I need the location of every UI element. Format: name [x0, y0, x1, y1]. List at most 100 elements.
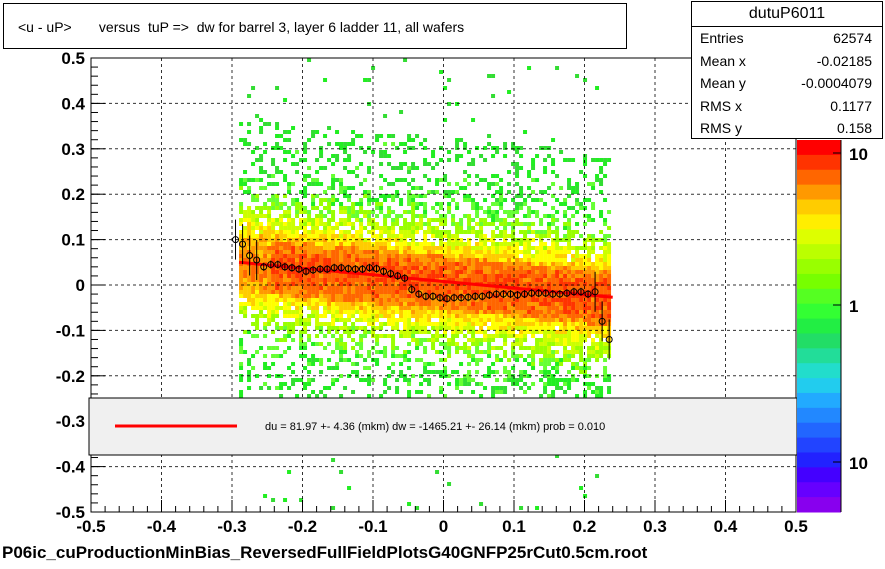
- heatmap-cell: [491, 386, 496, 390]
- heatmap-cell: [515, 206, 520, 210]
- heatmap-cell: [479, 230, 484, 234]
- heatmap-cell: [355, 230, 360, 234]
- heatmap-cell: [299, 254, 304, 258]
- heatmap-cell: [391, 338, 396, 342]
- heatmap-cell: [279, 338, 284, 342]
- heatmap-cell: [351, 310, 356, 314]
- heatmap-cell: [551, 390, 556, 394]
- heatmap-cell: [487, 206, 492, 210]
- heatmap-cell: [471, 390, 476, 394]
- heatmap-cell: [351, 138, 356, 142]
- heatmap-cell: [331, 326, 336, 330]
- heatmap-cell: [531, 190, 536, 194]
- heatmap-cell: [535, 282, 540, 286]
- heatmap-cell: [583, 306, 588, 310]
- heatmap-cell: [431, 338, 436, 342]
- heatmap-cell: [327, 238, 332, 242]
- heatmap-cell: [295, 198, 300, 202]
- heatmap-cell: [279, 270, 284, 274]
- heatmap-cell: [347, 302, 352, 306]
- heatmap-cell: [547, 302, 552, 306]
- heatmap-cell: [343, 254, 348, 258]
- heatmap-cell: [267, 322, 272, 326]
- heatmap-cell: [495, 210, 500, 214]
- colorbar-segment: [797, 407, 841, 424]
- heatmap-cell: [275, 274, 280, 278]
- heatmap-cell: [383, 258, 388, 262]
- heatmap-cell: [375, 362, 380, 366]
- heatmap-cell: [439, 290, 444, 294]
- heatmap-cell: [259, 246, 264, 250]
- heatmap-cell: [259, 206, 264, 210]
- heatmap-cell: [515, 274, 520, 278]
- heatmap-cell: [391, 198, 396, 202]
- heatmap-cell: [479, 306, 484, 310]
- heatmap-cell: [595, 262, 600, 266]
- heatmap-cell: [347, 274, 352, 278]
- heatmap-cell: [239, 242, 244, 246]
- heatmap-cell: [519, 314, 524, 318]
- heatmap-cell: [287, 262, 292, 266]
- heatmap-cell: [271, 234, 276, 238]
- heatmap-cell: [391, 182, 396, 186]
- heatmap-cell: [335, 246, 340, 250]
- heatmap-cell: [355, 318, 360, 322]
- heatmap-cell: [535, 346, 540, 350]
- heatmap-cell: [523, 346, 528, 350]
- heatmap-cell: [271, 330, 276, 334]
- heatmap-cell: [379, 294, 384, 298]
- heatmap-cell: [347, 198, 352, 202]
- heatmap-cell: [339, 246, 344, 250]
- heatmap-cell: [347, 294, 352, 298]
- heatmap-cell: [499, 198, 504, 202]
- heatmap-cell: [531, 314, 536, 318]
- heatmap-cell: [311, 286, 316, 290]
- heatmap-cell: [587, 310, 592, 314]
- heatmap-cell: [587, 282, 592, 286]
- heatmap-cell: [535, 230, 540, 234]
- heatmap-cell: [275, 290, 280, 294]
- heatmap-cell: [459, 246, 464, 250]
- heatmap-cell: [335, 142, 340, 146]
- heatmap-cell: [359, 286, 364, 290]
- heatmap-cell: [599, 290, 604, 294]
- heatmap-cell: [463, 322, 468, 326]
- heatmap-cell: [431, 150, 436, 154]
- heatmap-cell: [491, 306, 496, 310]
- heatmap-cell: [483, 302, 488, 306]
- heatmap-cell: [287, 218, 292, 222]
- heatmap-cell: [431, 346, 436, 350]
- heatmap-cell: [567, 242, 572, 246]
- heatmap-cell: [411, 294, 416, 298]
- heatmap-cell: [547, 186, 552, 190]
- heatmap-cell: [347, 330, 352, 334]
- heatmap-cell: [563, 306, 568, 310]
- heatmap-cell: [363, 278, 368, 282]
- heatmap-cell: [247, 130, 252, 134]
- heatmap-cell: [415, 302, 420, 306]
- heatmap-cell: [547, 330, 552, 334]
- heatmap-cell: [495, 386, 500, 390]
- heatmap-cell: [399, 266, 404, 270]
- heatmap-cell: [291, 290, 296, 294]
- heatmap-cell: [415, 186, 420, 190]
- heatmap-cell: [319, 210, 324, 214]
- heatmap-cell: [291, 338, 296, 342]
- heatmap-cell: [319, 298, 324, 302]
- heatmap-cell: [583, 290, 588, 294]
- heatmap-cell: [463, 318, 468, 322]
- heatmap-cell: [455, 314, 460, 318]
- heatmap-cell: [283, 290, 288, 294]
- heatmap-cell: [603, 346, 608, 350]
- heatmap-cell: [407, 146, 412, 150]
- heatmap-cell: [447, 78, 452, 82]
- heatmap-cell: [567, 386, 572, 390]
- heatmap-cell: [595, 394, 600, 398]
- heatmap-cell: [375, 342, 380, 346]
- heatmap-cell: [571, 270, 576, 274]
- heatmap-cell: [523, 234, 528, 238]
- heatmap-cell: [299, 286, 304, 290]
- heatmap-cell: [419, 326, 424, 330]
- heatmap-cell: [523, 338, 528, 342]
- heatmap-cell: [323, 282, 328, 286]
